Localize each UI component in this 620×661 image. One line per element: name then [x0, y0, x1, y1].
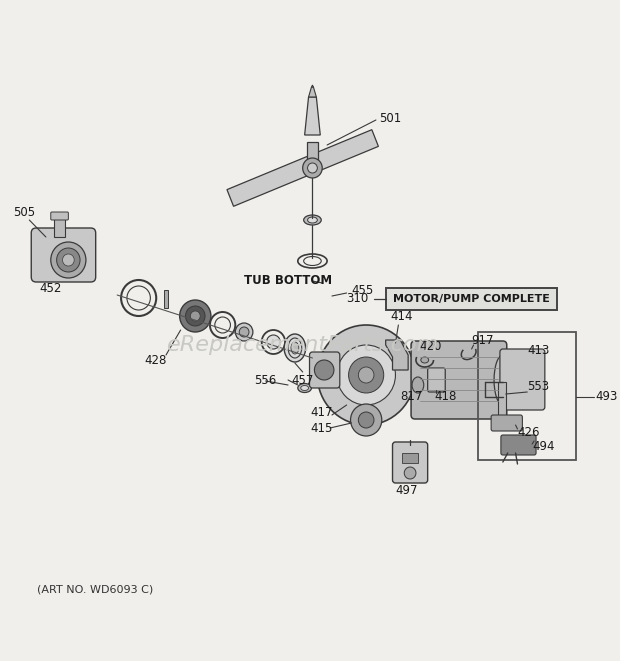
- Circle shape: [190, 311, 200, 321]
- FancyBboxPatch shape: [501, 435, 536, 455]
- Text: 414: 414: [391, 311, 413, 323]
- Text: 455: 455: [352, 284, 374, 297]
- Circle shape: [303, 158, 322, 178]
- Circle shape: [404, 467, 416, 479]
- FancyBboxPatch shape: [309, 352, 340, 388]
- Text: 553: 553: [527, 381, 549, 393]
- Ellipse shape: [301, 385, 309, 391]
- Bar: [386, 288, 557, 310]
- Polygon shape: [164, 290, 168, 308]
- FancyBboxPatch shape: [500, 349, 545, 410]
- Ellipse shape: [308, 217, 317, 223]
- Circle shape: [236, 323, 253, 341]
- Text: 917: 917: [472, 334, 494, 346]
- Bar: [402, 453, 418, 463]
- Text: 497: 497: [396, 483, 418, 496]
- Polygon shape: [386, 340, 408, 370]
- FancyBboxPatch shape: [51, 212, 68, 220]
- Text: 417: 417: [311, 407, 333, 420]
- Text: eReplacementParts.com: eReplacementParts.com: [167, 335, 439, 355]
- Ellipse shape: [412, 377, 423, 393]
- Circle shape: [239, 327, 249, 337]
- Polygon shape: [309, 87, 316, 97]
- Circle shape: [267, 335, 280, 349]
- Bar: [54, 215, 66, 237]
- Circle shape: [185, 306, 205, 326]
- Circle shape: [358, 412, 374, 428]
- Text: 452: 452: [39, 282, 61, 295]
- Ellipse shape: [298, 383, 311, 393]
- Text: 556: 556: [254, 373, 276, 387]
- Text: 418: 418: [435, 391, 457, 403]
- Polygon shape: [307, 142, 318, 164]
- Ellipse shape: [304, 215, 321, 225]
- Text: 420: 420: [420, 340, 442, 354]
- Circle shape: [308, 163, 317, 173]
- Text: TUB BOTTOM: TUB BOTTOM: [244, 274, 332, 288]
- FancyBboxPatch shape: [31, 228, 95, 282]
- Bar: [498, 382, 506, 424]
- Circle shape: [56, 248, 80, 272]
- Ellipse shape: [291, 342, 299, 354]
- Circle shape: [337, 345, 396, 405]
- FancyBboxPatch shape: [428, 368, 445, 392]
- Circle shape: [358, 367, 374, 383]
- Text: 457: 457: [291, 375, 313, 387]
- Ellipse shape: [421, 357, 428, 363]
- Ellipse shape: [494, 355, 512, 405]
- Text: 413: 413: [527, 344, 550, 356]
- Polygon shape: [304, 97, 321, 135]
- Circle shape: [51, 242, 86, 278]
- Text: 817: 817: [401, 391, 423, 403]
- Circle shape: [314, 360, 334, 380]
- Text: 501: 501: [379, 112, 401, 124]
- FancyBboxPatch shape: [392, 442, 428, 483]
- FancyBboxPatch shape: [411, 341, 507, 419]
- Circle shape: [348, 357, 384, 393]
- Text: 426: 426: [518, 426, 540, 438]
- Text: 310: 310: [347, 293, 369, 305]
- Text: 415: 415: [311, 422, 333, 434]
- Text: 494: 494: [532, 440, 555, 453]
- Text: 428: 428: [144, 354, 167, 366]
- FancyBboxPatch shape: [491, 415, 523, 431]
- Text: MOTOR/PUMP COMPLETE: MOTOR/PUMP COMPLETE: [392, 294, 549, 304]
- Polygon shape: [311, 85, 314, 87]
- Text: 505: 505: [12, 206, 35, 219]
- Ellipse shape: [284, 334, 306, 362]
- Circle shape: [63, 254, 74, 266]
- Circle shape: [350, 404, 382, 436]
- Circle shape: [317, 325, 415, 425]
- Bar: [479, 332, 576, 460]
- Text: 493: 493: [596, 391, 618, 403]
- Circle shape: [180, 300, 211, 332]
- Polygon shape: [227, 130, 378, 206]
- Text: (ART NO. WD6093 C): (ART NO. WD6093 C): [37, 585, 153, 595]
